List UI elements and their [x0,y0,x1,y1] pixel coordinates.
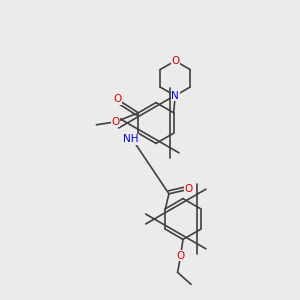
Text: N: N [171,91,179,101]
Text: O: O [184,184,193,194]
Text: O: O [176,251,185,261]
Text: O: O [112,117,120,127]
Text: O: O [171,56,179,66]
Text: O: O [113,94,122,104]
Text: NH: NH [123,134,139,144]
